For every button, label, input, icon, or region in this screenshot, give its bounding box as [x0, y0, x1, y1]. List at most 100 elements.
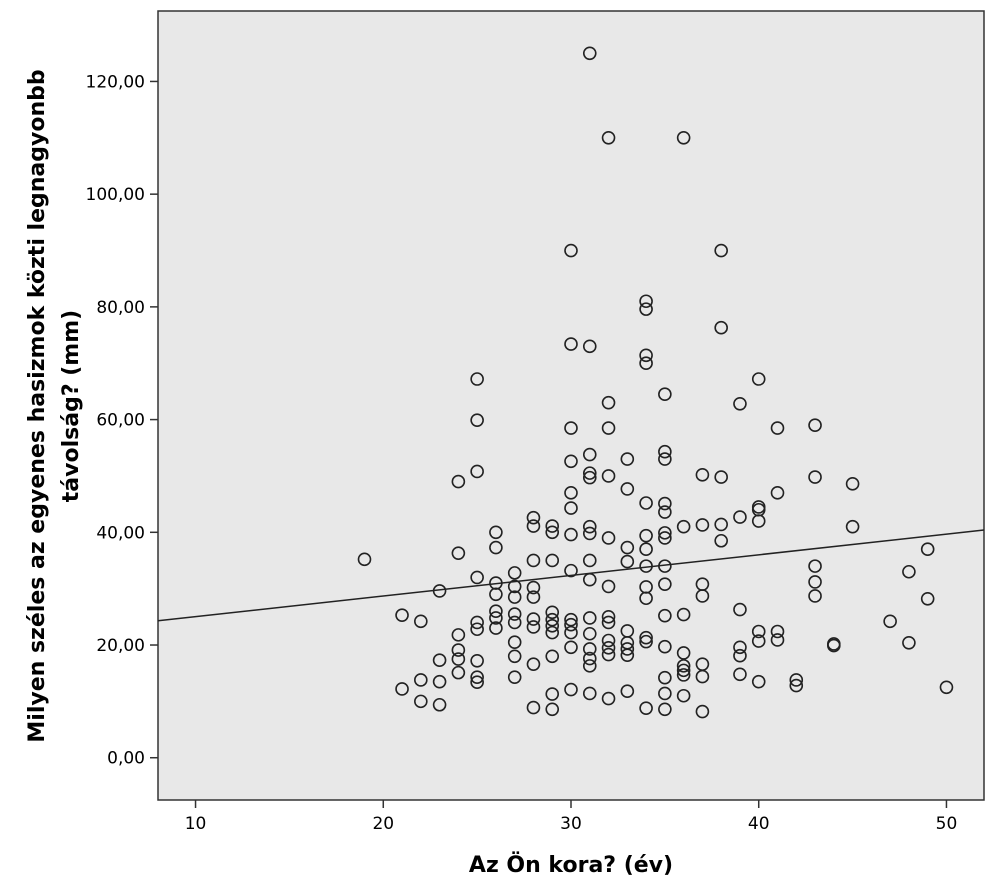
- data-point: [414, 614, 428, 629]
- y-tick-label: 100,00: [86, 185, 145, 205]
- data-point: [470, 413, 484, 427]
- data-point: [658, 670, 672, 685]
- data-point: [695, 518, 710, 532]
- data-point: [714, 517, 728, 532]
- data-point: [582, 466, 597, 480]
- data-point: [582, 651, 597, 666]
- data-point: [545, 553, 560, 568]
- data-point: [658, 608, 672, 623]
- data-point: [564, 527, 578, 542]
- data-point: [414, 694, 428, 709]
- y-axis: 0,00 20,00 40,00 60,00 80,00 100,00 120,00: [86, 72, 158, 769]
- data-point: [789, 673, 804, 687]
- data-point: [676, 663, 691, 678]
- data-point: [489, 604, 503, 619]
- data-point: [601, 615, 616, 630]
- data-point: [639, 634, 653, 649]
- x-tick-label: 10: [185, 814, 207, 834]
- data-point: [545, 612, 560, 627]
- data-point: [507, 579, 522, 594]
- data-point: [808, 418, 822, 433]
- data-point: [582, 686, 597, 701]
- data-point: [639, 528, 653, 543]
- data-point: [639, 542, 653, 557]
- data-point: [639, 294, 653, 309]
- data-point: [808, 575, 822, 589]
- data-point: [620, 482, 635, 496]
- data-point: [639, 630, 653, 645]
- data-point: [432, 653, 447, 668]
- data-point: [582, 659, 597, 673]
- data-point: [507, 670, 522, 684]
- data-point: [770, 624, 785, 639]
- data-point: [845, 477, 860, 491]
- data-point: [582, 46, 597, 61]
- data-point: [770, 486, 785, 500]
- data-points: [357, 46, 954, 719]
- data-point: [526, 590, 541, 604]
- x-axis: 10 20 30 40 50: [185, 800, 957, 834]
- data-point: [526, 612, 541, 626]
- data-point: [920, 592, 935, 606]
- data-point: [507, 649, 522, 664]
- data-point: [676, 519, 691, 534]
- data-point: [582, 611, 597, 625]
- data-point: [470, 670, 484, 684]
- data-point: [601, 633, 616, 648]
- data-point: [658, 452, 672, 466]
- data-point: [470, 622, 484, 637]
- data-point: [545, 619, 560, 633]
- y-tick-label: 60,00: [96, 411, 145, 431]
- y-tick-label: 80,00: [96, 298, 145, 318]
- data-point: [658, 577, 672, 591]
- data-point: [489, 525, 503, 540]
- data-point: [470, 570, 484, 585]
- data-point: [526, 700, 541, 715]
- x-tick-label: 30: [560, 814, 582, 834]
- data-point: [639, 302, 653, 316]
- data-point: [526, 519, 541, 533]
- data-point: [507, 590, 522, 604]
- data-point: [526, 620, 541, 634]
- data-point: [658, 505, 672, 519]
- data-point: [470, 615, 484, 630]
- data-point: [733, 667, 747, 682]
- data-point: [695, 704, 710, 719]
- data-point: [658, 444, 672, 459]
- data-point: [639, 348, 653, 363]
- data-point: [620, 648, 635, 662]
- data-point: [582, 626, 597, 641]
- x-axis-title: Az Ön kora? (év): [469, 852, 673, 878]
- y-tick-label: 120,00: [86, 72, 145, 92]
- data-point: [489, 540, 503, 555]
- data-point: [639, 496, 653, 510]
- data-point: [451, 628, 466, 642]
- data-point: [676, 131, 691, 145]
- data-point: [658, 387, 672, 402]
- data-point: [451, 652, 466, 666]
- data-point: [845, 519, 860, 534]
- data-point: [751, 372, 766, 386]
- data-point: [545, 702, 560, 717]
- data-point: [545, 525, 560, 540]
- data-point: [601, 647, 616, 662]
- data-point: [789, 678, 804, 693]
- data-point: [883, 614, 897, 629]
- data-point: [658, 496, 672, 511]
- data-point: [733, 397, 747, 411]
- data-point: [489, 621, 503, 635]
- data-point: [395, 682, 409, 696]
- data-point: [564, 612, 578, 627]
- data-point: [601, 641, 616, 655]
- data-point: [601, 421, 616, 435]
- data-point: [601, 395, 616, 410]
- data-point: [733, 602, 747, 617]
- data-point: [601, 131, 616, 145]
- data-point: [507, 635, 522, 650]
- data-point: [733, 648, 747, 663]
- data-point: [714, 320, 728, 335]
- y-axis-title-line-1: Milyen széles az egyenes hasizmok közti …: [25, 69, 50, 742]
- y-tick-label: 20,00: [96, 636, 145, 656]
- data-point: [808, 470, 822, 484]
- data-point: [620, 684, 635, 699]
